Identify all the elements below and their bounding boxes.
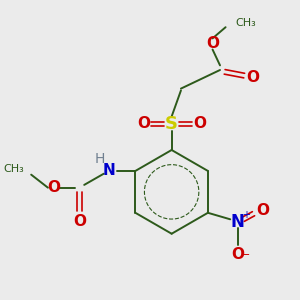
Text: O: O bbox=[231, 247, 244, 262]
Text: O: O bbox=[256, 203, 269, 218]
Text: N: N bbox=[103, 164, 116, 178]
Text: CH₃: CH₃ bbox=[235, 19, 256, 28]
Text: O: O bbox=[193, 116, 206, 131]
Text: +: + bbox=[242, 210, 250, 220]
Text: O: O bbox=[73, 214, 86, 229]
Text: N: N bbox=[231, 213, 244, 231]
Text: CH₃: CH₃ bbox=[3, 164, 24, 174]
Text: O: O bbox=[206, 36, 219, 51]
Text: O: O bbox=[246, 70, 259, 85]
Text: O: O bbox=[137, 116, 150, 131]
Text: −: − bbox=[241, 250, 251, 260]
Text: H: H bbox=[95, 152, 105, 166]
Text: O: O bbox=[47, 180, 60, 195]
Text: S: S bbox=[165, 115, 178, 133]
